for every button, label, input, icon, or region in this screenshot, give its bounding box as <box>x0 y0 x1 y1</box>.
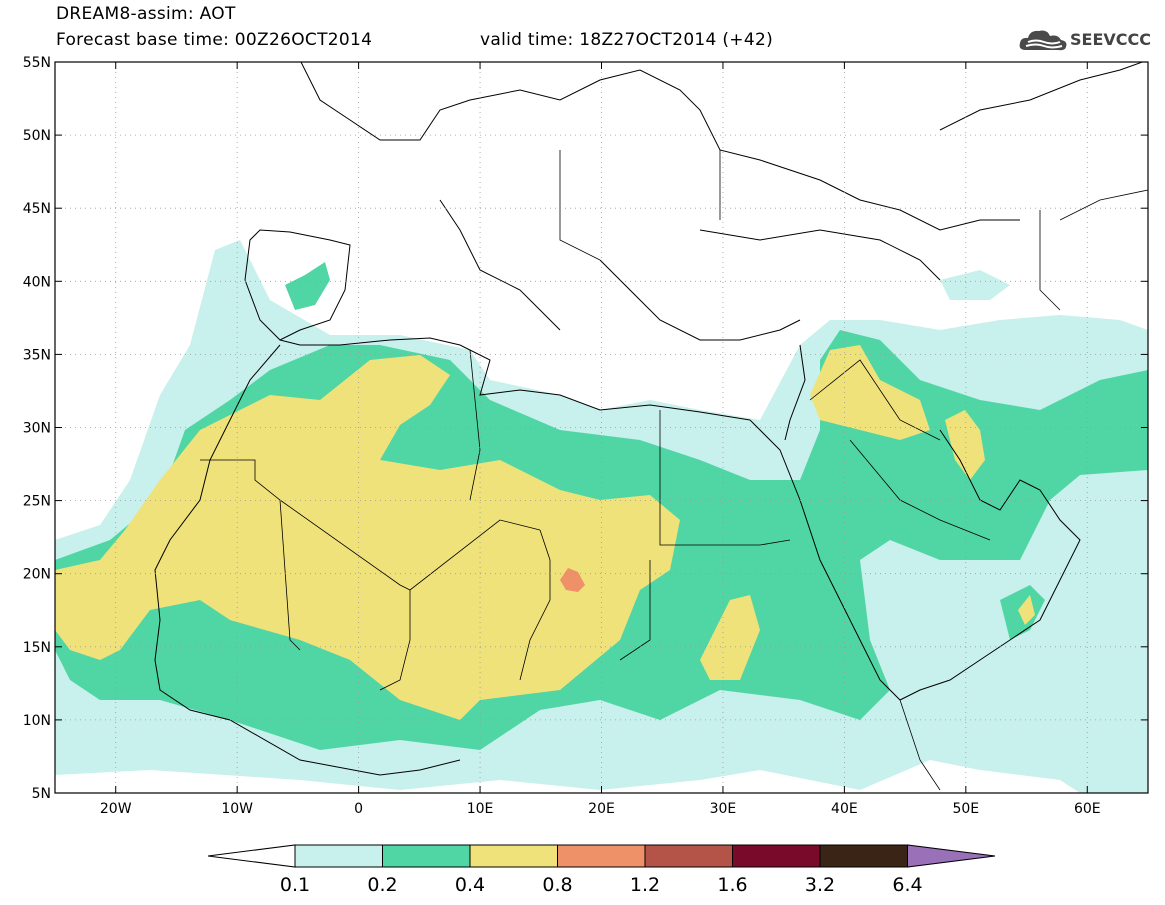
lon-label: 20W <box>100 801 132 817</box>
longitude-axis: 20W 10W 0 10E 20E 30E 40E 50E 60E <box>100 62 1101 817</box>
latitude-axis: 55N 50N 45N 40N 35N 30N 25N 20N 15N 10N 5N <box>23 55 1148 802</box>
colorbar-swatch <box>469 844 558 868</box>
aot-band-0.8 <box>560 568 585 592</box>
aot-band-0.4-egypt <box>700 595 760 680</box>
lon-label: 40E <box>831 801 858 817</box>
lat-label: 55N <box>23 55 51 71</box>
colorbar-swatch <box>382 844 471 868</box>
colorbar-label: 1.6 <box>717 874 747 896</box>
colorbar-swatch <box>732 844 821 868</box>
lat-label: 15N <box>23 640 51 656</box>
colorbar-swatch <box>557 844 646 868</box>
lon-label: 0 <box>354 801 363 817</box>
aot-band-0.1-east <box>940 270 1010 300</box>
lon-label: 10W <box>221 801 253 817</box>
colorbar-swatch <box>644 844 733 868</box>
colorbar-label: 0.8 <box>542 874 572 896</box>
aot-band-0.4 <box>55 355 680 720</box>
lon-label: 20E <box>588 801 615 817</box>
colorbar-label: 0.4 <box>455 874 485 896</box>
aot-band-0.4-iraq <box>810 345 930 440</box>
lat-label: 10N <box>23 713 51 729</box>
colorbar-label: 6.4 <box>892 874 922 896</box>
lat-label: 40N <box>23 274 51 290</box>
borders <box>200 150 1148 791</box>
colorbar-label: 0.1 <box>280 874 310 896</box>
lon-label: 10E <box>467 801 494 817</box>
coastlines <box>154 62 1144 776</box>
forecast-base-time: Forecast base time: 00Z26OCT2014 <box>56 30 373 50</box>
lat-label: 5N <box>32 786 51 802</box>
colorbar-under-triangle <box>207 844 296 868</box>
lat-label: 25N <box>23 494 51 510</box>
lat-label: 35N <box>23 347 51 363</box>
aot-band-0.4-oman <box>1018 595 1035 625</box>
colorbar-swatch <box>819 844 908 868</box>
seevccc-logo: SEEVCCC <box>1018 26 1158 54</box>
logo-text: SEEVCCC <box>1070 30 1151 49</box>
valid-time: valid time: 18Z27OCT2014 (+42) <box>480 30 774 50</box>
lat-label: 45N <box>23 201 51 217</box>
gridlines <box>55 62 1148 793</box>
aot-band-0.2-iberia <box>285 262 330 310</box>
colorbar-label: 0.2 <box>367 874 397 896</box>
lon-label: 50E <box>952 801 979 817</box>
colorbar-label: 1.2 <box>630 874 660 896</box>
colorbar-swatch <box>294 844 383 868</box>
colorbar-over-triangle <box>907 844 996 868</box>
lat-label: 50N <box>23 128 51 144</box>
lat-label: 20N <box>23 567 51 583</box>
lon-label: 60E <box>1074 801 1101 817</box>
map-title: DREAM8-assim: AOT <box>56 4 236 24</box>
lat-label: 30N <box>23 421 51 437</box>
aot-shading <box>55 62 1148 793</box>
colorbar-label: 3.2 <box>805 874 835 896</box>
cloud-icon <box>1019 30 1067 51</box>
lon-label: 30E <box>710 801 737 817</box>
colorbar: 0.1 0.2 0.4 0.8 1.2 1.6 3.2 6.4 <box>207 844 996 896</box>
